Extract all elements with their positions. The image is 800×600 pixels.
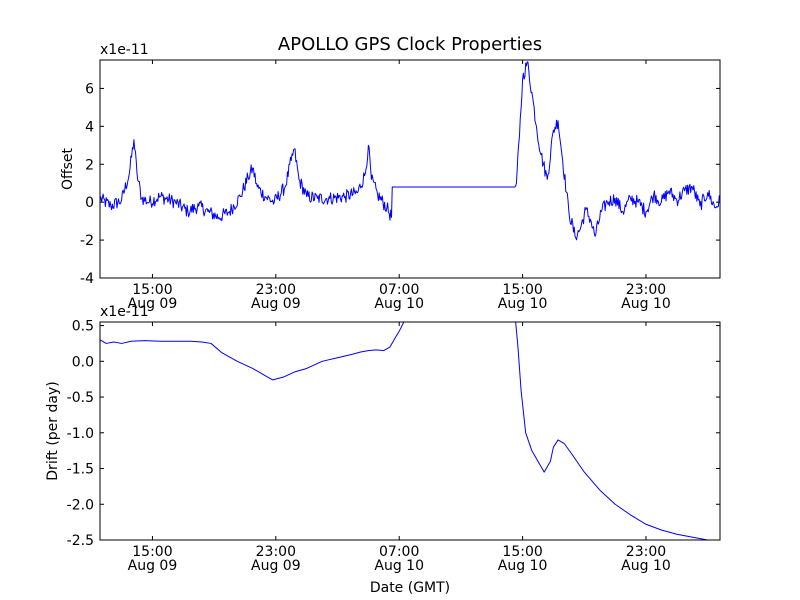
drift-y-axis-label: Drift (per day) (45, 381, 61, 480)
offset-x-tick-date: Aug 10 (621, 296, 671, 312)
drift-y-tick-label: 0.0 (72, 354, 94, 370)
offset-series-line (99, 61, 721, 241)
drift-y-tick-label: -1.0 (67, 426, 94, 442)
offset-x-tick-date: Aug 09 (251, 296, 301, 312)
offset-x-tick-time: 23:00 (256, 282, 296, 298)
offset-y-axis-label: Offset (60, 147, 76, 190)
drift-y-tick-label: -0.5 (67, 390, 94, 406)
offset-multiplier-label: x1e-11 (100, 42, 149, 58)
offset-y-tick-label: -2 (80, 233, 94, 249)
offset-x-tick-time: 23:00 (626, 282, 666, 298)
x-axis-label: Date (GMT) (370, 580, 450, 596)
offset-y-tick-label: 4 (85, 119, 94, 135)
drift-x-tick-date: Aug 09 (251, 558, 301, 574)
drift-y-tick-label: -2.5 (67, 533, 94, 549)
drift-y-tick-label: 0.5 (72, 319, 94, 335)
drift-x-tick-time: 23:00 (256, 544, 296, 560)
chart-title: APOLLO GPS Clock Properties (278, 34, 542, 55)
offset-x-tick-time: 07:00 (379, 282, 419, 298)
offset-x-tick-date: Aug 10 (374, 296, 424, 312)
drift-series-line (99, 321, 720, 541)
drift-multiplier-label: x1e-11 (100, 304, 149, 320)
drift-x-tick-time: 15:00 (502, 544, 542, 560)
drift-x-tick-date: Aug 10 (498, 558, 548, 574)
drift-x-tick-time: 23:00 (626, 544, 666, 560)
offset-axes-frame (99, 59, 721, 279)
offset-x-tick-time: 15:00 (132, 282, 172, 298)
drift-x-tick-date: Aug 10 (374, 558, 424, 574)
drift-y-tick-label: -1.5 (67, 462, 94, 478)
drift-x-tick-time: 07:00 (379, 544, 419, 560)
drift-axes-frame (99, 321, 721, 541)
drift-panel: x1e-11 Drift (per day) -2.5 -2.0 -1.5 -1.0 -… (45, 304, 721, 596)
offset-x-tick-time: 15:00 (502, 282, 542, 298)
drift-x-tick-date: Aug 09 (128, 558, 178, 574)
offset-y-tick-label: 2 (85, 157, 94, 173)
drift-x-tick-date: Aug 10 (621, 558, 671, 574)
offset-x-tick-date: Aug 09 (128, 296, 178, 312)
offset-y-tick-label: 0 (85, 195, 94, 211)
offset-x-tick-date: Aug 10 (498, 296, 548, 312)
drift-x-tick-time: 15:00 (132, 544, 172, 560)
offset-y-tick-label: 6 (85, 81, 94, 97)
offset-y-tick-label: -4 (80, 271, 94, 287)
drift-y-tick-label: -2.0 (67, 497, 94, 513)
